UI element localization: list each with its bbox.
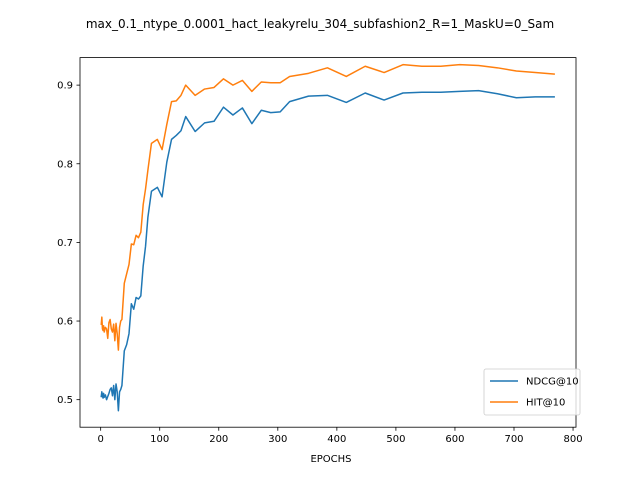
x-tick-label: 100 bbox=[150, 434, 169, 445]
x-tick-label: 200 bbox=[209, 434, 228, 445]
y-tick-label: 0.7 bbox=[57, 238, 73, 249]
series-line-0 bbox=[100, 89, 555, 412]
series-line-1 bbox=[100, 63, 555, 351]
legend-label-1: HIT@10 bbox=[526, 398, 565, 409]
y-tick-label: 0.9 bbox=[57, 81, 73, 92]
x-tick-label: 600 bbox=[445, 434, 464, 445]
x-tick-label: 800 bbox=[564, 434, 583, 445]
chart-title: max_0.1_ntype_0.0001_hact_leakyrelu_304_… bbox=[86, 17, 554, 31]
x-tick-label: 400 bbox=[327, 434, 346, 445]
x-axis-ticks: 0 100 200 300 400 500 600 700 800 bbox=[97, 427, 583, 445]
y-tick-label: 0.8 bbox=[57, 159, 73, 170]
x-tick-label: 300 bbox=[268, 434, 287, 445]
legend: NDCG@10 HIT@10 bbox=[483, 368, 581, 416]
x-tick-label: 0 bbox=[97, 434, 103, 445]
x-tick-label: 700 bbox=[504, 434, 523, 445]
y-tick-label: 0.5 bbox=[57, 395, 73, 406]
y-tick-label: 0.6 bbox=[57, 317, 73, 328]
plot-lines bbox=[100, 63, 555, 412]
x-tick-label: 500 bbox=[386, 434, 405, 445]
y-axis-ticks: 0.5 0.6 0.7 0.8 0.9 bbox=[57, 81, 80, 406]
x-axis-label: EPOCHS bbox=[310, 454, 351, 465]
legend-label-0: NDCG@10 bbox=[526, 377, 579, 388]
